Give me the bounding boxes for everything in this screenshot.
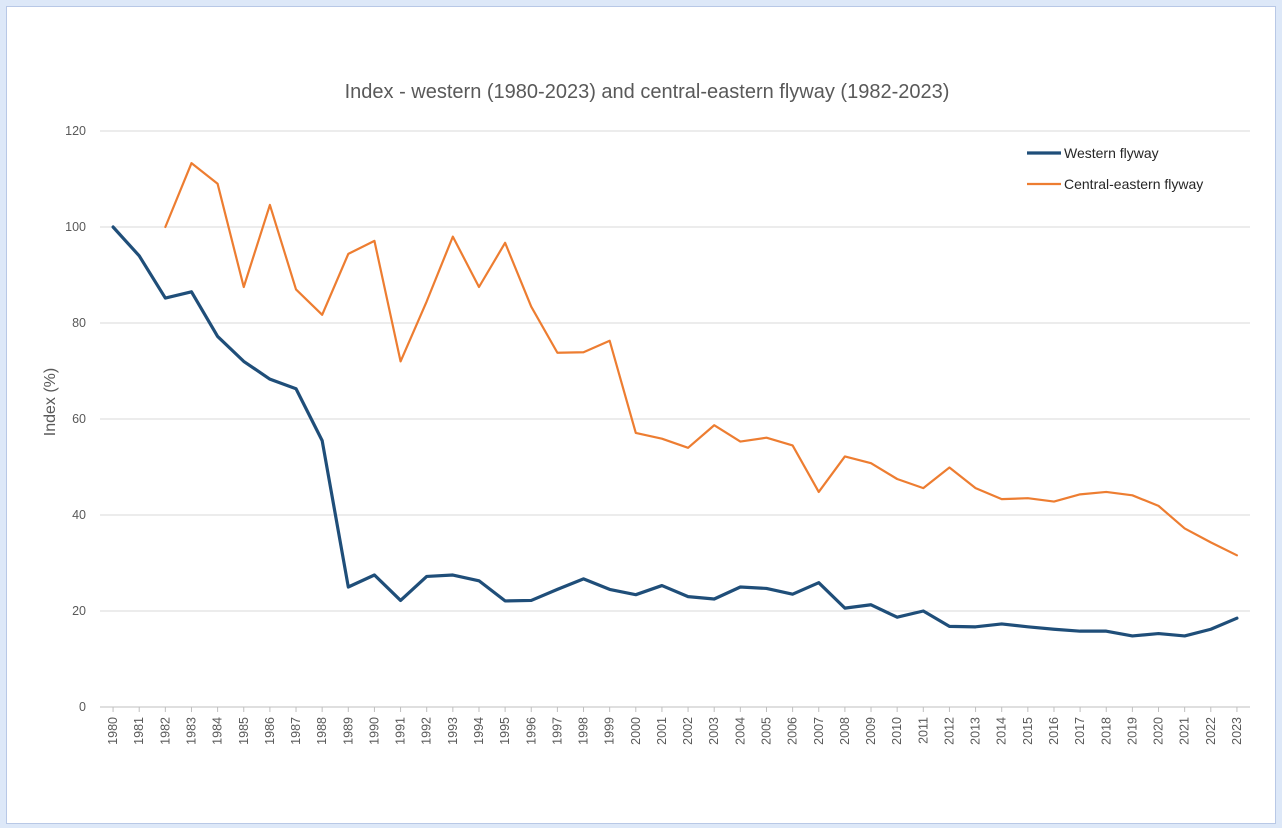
- x-tick-label: 2009: [864, 717, 878, 745]
- x-tick-label: 1984: [211, 717, 225, 745]
- x-tick-label: 1997: [550, 717, 564, 745]
- x-tick-label: 2012: [942, 717, 956, 745]
- x-tick-label: 2020: [1152, 717, 1166, 745]
- x-tick-label: 1986: [263, 717, 277, 745]
- x-tick-label: 2022: [1204, 717, 1218, 745]
- x-tick-label: 2017: [1073, 717, 1087, 745]
- series-lines: [111, 162, 1239, 638]
- x-tick-label: 2023: [1230, 717, 1244, 745]
- x-tick-label: 2005: [759, 717, 773, 745]
- chart-title: Index - western (1980-2023) and central-…: [345, 81, 950, 103]
- x-tick-label: 1998: [577, 717, 591, 745]
- x-tick-label: 1996: [524, 717, 538, 745]
- x-tick-label: 2004: [733, 717, 747, 745]
- x-tick-label: 2001: [655, 717, 669, 745]
- legend-label: Western flyway: [1064, 145, 1159, 161]
- series-line-central-eastern: [164, 162, 1239, 557]
- x-tick-label: 1988: [315, 717, 329, 745]
- y-tick-label: 0: [79, 700, 86, 714]
- y-axis-ticks: 0 20 40 60 80 100 120: [65, 124, 86, 714]
- x-axis-ticks: 1980 1981 1982 1983 1984 1985 1986 1987 1988 1989…: [106, 707, 1244, 745]
- x-tick-label: 1981: [132, 717, 146, 745]
- x-tick-label: 2016: [1047, 717, 1061, 745]
- x-tick-label: 2003: [707, 717, 721, 745]
- x-tick-label: 1990: [367, 717, 381, 745]
- x-tick-label: 2014: [995, 717, 1009, 745]
- x-tick-label: 2021: [1178, 717, 1192, 745]
- chart-frame: Index - western (1980-2023) and central-…: [6, 6, 1276, 824]
- x-tick-label: 1991: [394, 717, 408, 745]
- x-tick-label: 2019: [1125, 717, 1139, 745]
- x-tick-label: 2015: [1021, 717, 1035, 745]
- legend-label: Central-eastern flyway: [1064, 176, 1203, 192]
- x-tick-label: 2010: [890, 717, 904, 745]
- gridlines: [100, 130, 1250, 708]
- line-chart: Index - western (1980-2023) and central-…: [42, 81, 1250, 745]
- x-tick-label: 1994: [472, 717, 486, 745]
- x-tick-label: 1999: [603, 717, 617, 745]
- x-tick-label: 1983: [184, 717, 198, 745]
- x-tick-label: 2007: [812, 717, 826, 745]
- y-tick-label: 20: [72, 604, 86, 618]
- y-tick-label: 60: [72, 412, 86, 426]
- y-tick-label: 120: [65, 124, 86, 138]
- y-tick-label: 80: [72, 316, 86, 330]
- x-tick-label: 1985: [237, 717, 251, 745]
- x-tick-label: 2006: [786, 717, 800, 745]
- x-tick-label: 1980: [106, 717, 120, 745]
- y-axis-title: Index (%): [42, 368, 59, 436]
- x-tick-label: 1992: [420, 717, 434, 745]
- x-tick-label: 2011: [916, 717, 930, 744]
- x-tick-label: 2008: [838, 717, 852, 745]
- x-tick-label: 1982: [158, 717, 172, 745]
- x-tick-label: 2013: [969, 717, 983, 745]
- x-tick-label: 1993: [446, 717, 460, 745]
- x-tick-label: 1987: [289, 717, 303, 745]
- x-tick-label: 2018: [1099, 717, 1113, 745]
- legend: Western flyway Central-eastern flyway: [1027, 145, 1203, 192]
- y-tick-label: 40: [72, 508, 86, 522]
- series-line-western: [111, 225, 1239, 638]
- x-tick-label: 1995: [498, 717, 512, 745]
- y-tick-label: 100: [65, 220, 86, 234]
- x-tick-label: 2002: [681, 717, 695, 745]
- x-tick-label: 2000: [629, 717, 643, 745]
- x-tick-label: 1989: [341, 717, 355, 745]
